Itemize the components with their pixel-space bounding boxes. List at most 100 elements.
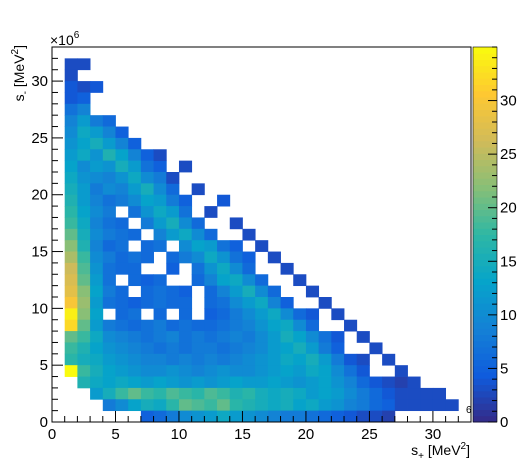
- x-axis-scale-label: 6: [466, 405, 472, 416]
- heatmap-cell: [204, 376, 218, 389]
- heatmap-cell: [77, 297, 91, 309]
- heatmap-cell: [102, 274, 116, 287]
- heatmap-cell: [166, 217, 180, 230]
- heatmap-cell: [166, 183, 180, 196]
- heatmap-cell: [255, 319, 269, 332]
- heatmap-cell: [445, 399, 459, 412]
- heatmap-cell: [64, 319, 78, 332]
- palette-band: [473, 359, 497, 367]
- heatmap-cell: [229, 240, 243, 252]
- heatmap-cell: [267, 319, 281, 332]
- heatmap-cell: [344, 399, 358, 412]
- heatmap-cell: [140, 376, 154, 389]
- heatmap-cell: [204, 240, 218, 252]
- heatmap-cell: [128, 160, 142, 173]
- heatmap-cell: [369, 376, 383, 389]
- heatmap-cell: [305, 342, 320, 355]
- heatmap-cell: [140, 217, 154, 230]
- heatmap-cell: [64, 342, 78, 355]
- heatmap-cell: [64, 92, 78, 105]
- heatmap-cell: [77, 183, 91, 196]
- heatmap-cell: [217, 399, 231, 412]
- plot-frame: [51, 46, 472, 423]
- heatmap-cell: [267, 410, 281, 423]
- heatmap-cell: [318, 331, 332, 343]
- heatmap-cell: [191, 331, 205, 343]
- z-tick-label: 20: [500, 200, 517, 217]
- heatmap-cell: [369, 410, 383, 423]
- heatmap-cell: [217, 297, 231, 309]
- y-tick-label: 30: [31, 73, 48, 90]
- heatmap-cell: [305, 376, 320, 389]
- heatmap-cell: [90, 160, 104, 173]
- palette-band: [473, 97, 497, 104]
- heatmap-cells: [64, 58, 459, 423]
- heatmap-cell: [382, 410, 396, 423]
- heatmap-cell: [191, 342, 205, 355]
- heatmap-cell: [356, 365, 370, 377]
- heatmap-cell: [166, 365, 180, 377]
- heatmap-cell: [128, 297, 142, 309]
- heatmap-cell: [280, 308, 294, 321]
- heatmap-cell: [115, 160, 129, 173]
- heatmap-cell: [140, 172, 154, 184]
- heatmap-cell: [191, 376, 205, 389]
- heatmap-cell: [140, 206, 154, 218]
- x-tick-label: 30: [425, 426, 442, 443]
- heatmap-cell: [77, 319, 91, 332]
- heatmap-cell: [166, 399, 180, 412]
- heatmap-cell: [64, 308, 78, 321]
- heatmap-cell: [178, 194, 193, 207]
- heatmap-cell: [102, 297, 116, 309]
- heatmap-cell: [191, 262, 205, 275]
- heatmap-cell: [356, 399, 370, 412]
- heatmap-cell: [255, 331, 269, 343]
- y-tick-label: 10: [31, 300, 48, 317]
- heatmap-cell: [128, 342, 142, 355]
- palette-band: [473, 53, 497, 60]
- heatmap-cell: [115, 251, 129, 264]
- heatmap-cell: [128, 319, 142, 332]
- heatmap-cell: [153, 172, 167, 184]
- heatmap-cell: [267, 387, 281, 400]
- heatmap-cell: [102, 331, 116, 343]
- palette-band: [473, 72, 497, 79]
- heatmap-cell: [77, 308, 91, 321]
- heatmap-cell: [178, 251, 193, 264]
- palette-band: [473, 278, 497, 285]
- palette-band: [473, 265, 497, 273]
- heatmap-cell: [178, 365, 193, 377]
- heatmap-cell: [432, 399, 447, 412]
- heatmap-cell: [318, 353, 332, 366]
- heatmap-cell: [305, 353, 320, 366]
- palette-band: [473, 209, 497, 217]
- heatmap-cell: [153, 297, 167, 309]
- heatmap-cell: [344, 365, 358, 377]
- heatmap-cell: [229, 217, 243, 230]
- heatmap-cell: [356, 376, 370, 389]
- heatmap-cell: [420, 399, 434, 412]
- heatmap-cell: [331, 410, 345, 423]
- heatmap-cell: [280, 376, 294, 389]
- heatmap-cell: [77, 376, 91, 389]
- heatmap-cell: [90, 183, 104, 196]
- palette-band: [473, 203, 497, 210]
- heatmap-cell: [267, 285, 281, 298]
- heatmap-cell: [153, 376, 167, 389]
- heatmap-cell: [166, 387, 180, 400]
- x-tick-label: 15: [234, 426, 251, 443]
- y-axis-ticks: 0 5 10 15 20 25 30: [31, 46, 63, 431]
- heatmap-cell: [318, 365, 332, 377]
- palette-band: [473, 172, 497, 179]
- heatmap-cell: [191, 410, 205, 423]
- palette-border: [472, 46, 498, 423]
- heatmap-cell: [153, 183, 167, 196]
- palette-band: [473, 322, 497, 329]
- heatmap-cell: [293, 387, 307, 400]
- heatmap-cell: [128, 274, 142, 287]
- heatmap-cell: [432, 387, 447, 400]
- palette-band: [473, 159, 497, 167]
- heatmap-cell: [77, 115, 91, 127]
- heatmap-cell: [344, 387, 358, 400]
- heatmap-cell: [242, 285, 256, 298]
